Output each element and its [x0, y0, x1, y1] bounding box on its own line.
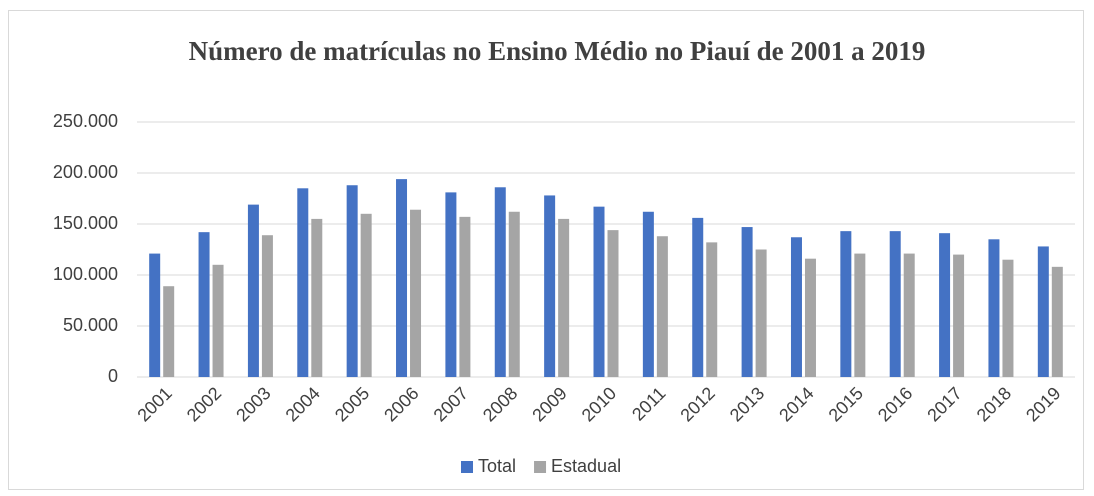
y-tick-label: 150.000	[53, 213, 118, 233]
x-tick-label: 2016	[874, 383, 916, 425]
bar	[755, 249, 767, 377]
y-tick-label: 200.000	[53, 162, 118, 182]
bar	[939, 233, 951, 377]
legend-label: Total	[478, 456, 516, 476]
y-tick-label: 250.000	[53, 111, 118, 131]
bar	[790, 237, 802, 377]
bar	[163, 286, 175, 377]
bar	[656, 236, 668, 377]
bar	[1037, 246, 1049, 377]
bar	[149, 253, 161, 377]
x-tick-label: 2007	[430, 383, 472, 425]
bar	[889, 231, 901, 377]
legend-label: Estadual	[551, 456, 621, 476]
bar	[642, 211, 654, 377]
bar	[840, 231, 852, 377]
chart-title: Número de matrículas no Ensino Médio no …	[188, 36, 926, 66]
x-tick-label: 2017	[923, 383, 965, 425]
bar	[804, 258, 816, 377]
bar	[692, 217, 704, 377]
bar	[508, 211, 520, 377]
legend-swatch	[534, 461, 547, 473]
bar	[494, 187, 506, 377]
bar	[706, 242, 718, 377]
chart-frame	[8, 10, 1084, 490]
x-tick-label: 2003	[232, 383, 274, 425]
x-tick-label: 2005	[331, 383, 373, 425]
x-tick-label: 2008	[479, 383, 521, 425]
bar	[903, 253, 915, 377]
x-tick-label: 2012	[676, 383, 718, 425]
y-tick-label: 0	[108, 366, 118, 386]
bar	[593, 206, 605, 377]
bar	[396, 179, 408, 377]
bar	[198, 232, 210, 377]
bar	[558, 218, 570, 377]
y-tick-label: 100.000	[53, 264, 118, 284]
x-tick-label: 2004	[282, 383, 324, 425]
x-tick-label: 2002	[183, 383, 225, 425]
bar	[1002, 259, 1014, 377]
x-tick-label: 2019	[1022, 383, 1064, 425]
x-tick-label: 2009	[528, 383, 570, 425]
bar	[607, 230, 619, 377]
bar	[953, 254, 965, 377]
x-tick-label: 2015	[825, 383, 867, 425]
x-tick-label: 2014	[775, 383, 817, 425]
bar	[459, 216, 471, 377]
bar	[311, 218, 323, 377]
bar	[445, 192, 457, 377]
x-tick-label: 2018	[973, 383, 1015, 425]
bar	[247, 204, 259, 377]
bar	[854, 253, 866, 377]
bar	[346, 185, 358, 377]
bar	[261, 235, 273, 377]
y-tick-label: 50.000	[63, 315, 118, 335]
x-tick-label: 2006	[380, 383, 422, 425]
x-tick-label: 2013	[726, 383, 768, 425]
x-tick-label: 2011	[628, 383, 670, 425]
bar	[297, 188, 309, 377]
bar	[1051, 266, 1063, 377]
bar	[212, 264, 224, 377]
x-tick-label: 2001	[133, 383, 175, 425]
bar	[544, 195, 556, 377]
bar	[741, 227, 753, 377]
bar	[410, 209, 422, 377]
bar	[988, 239, 1000, 377]
bar	[360, 213, 372, 377]
legend-swatch	[461, 461, 473, 473]
x-tick-label: 2010	[578, 383, 620, 425]
